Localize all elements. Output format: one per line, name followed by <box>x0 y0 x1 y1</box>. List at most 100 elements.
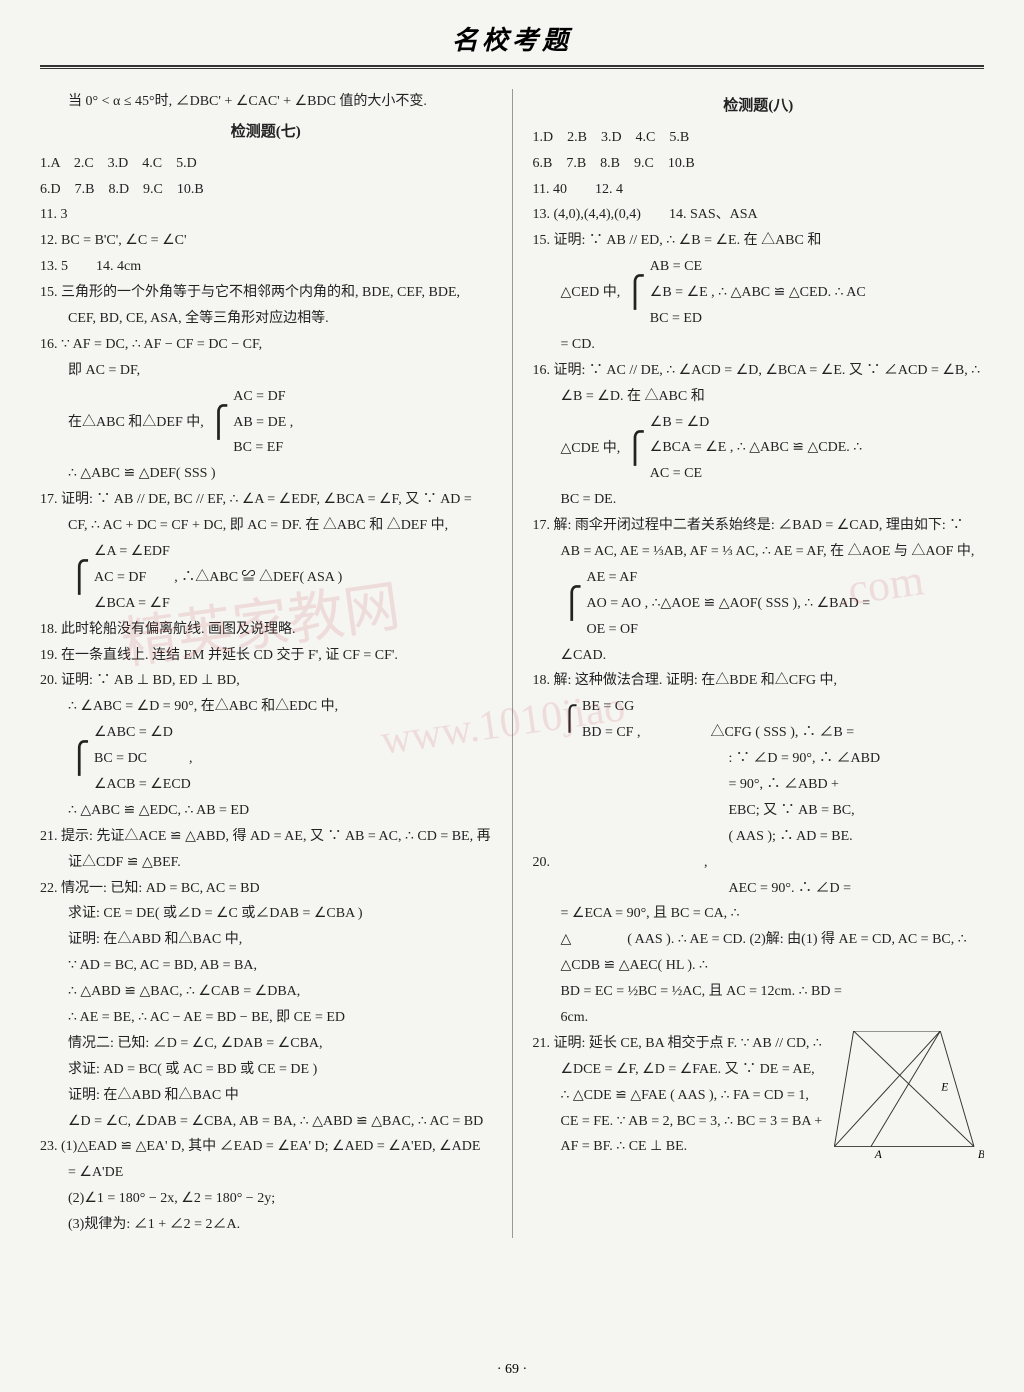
q15-b-text: △CED 中, <box>561 285 621 300</box>
q16-b-text: △CDE 中, <box>561 441 621 456</box>
q21: 21. 提示: 先证△ACE ≌ △ABD, 得 AD = AE, 又 ∵ AB… <box>40 824 492 876</box>
q15: 15. 三角形的一个外角等于与它不相邻两个内角的和, BDE, CEF, BDE… <box>40 280 492 332</box>
q21-a-text: 21. 证明: 延长 CE, BA 相交于点 F. ∵ AB // CD, ∴ … <box>533 1036 823 1155</box>
q20-d: △ ( AAS ). ∴ AE = CD. (2)解: 由(1) 得 AE = … <box>533 927 985 979</box>
q20-a: 20. , <box>533 850 985 876</box>
q20-e: BD = EC = ½BC = ½AC, 且 AC = 12cm. ∴ BD = <box>533 979 985 1005</box>
q17: 17. 证明: ∵ AB // DE, BC // EF, ∴ ∠A = ∠ED… <box>40 487 492 539</box>
q18-a: 18. 解: 这种做法合理. 证明: 在△BDE 和△CFG 中, <box>533 668 985 694</box>
q20-brace: ⎧ ∠ABC = ∠D BC = DC , ∠ACB = ∠ECD <box>40 720 492 798</box>
q22-g: 情况二: 已知: ∠D = ∠C, ∠DAB = ∠CBA, <box>40 1031 492 1057</box>
q16-br-1: AB = DE , <box>233 410 293 436</box>
answers-1-5: 1.D 2.B 3.D 4.C 5.B <box>533 125 985 151</box>
q22-c: 证明: 在△ABD 和△BAC 中, <box>40 927 492 953</box>
q20-a: 20. 证明: ∵ AB ⊥ BD, ED ⊥ BD, <box>40 668 492 694</box>
q23-a: 23. (1)△EAD ≌ △EA' D, 其中 ∠EAD = ∠EA' D; … <box>40 1134 492 1186</box>
q17-br-2: ∠BCA = ∠F <box>94 591 342 617</box>
q20-b: AEC = 90°. ∴ ∠D = <box>533 876 985 902</box>
q22-f: ∴ AE = BE, ∴ AC − AE = BD − BE, 即 CE = E… <box>40 1005 492 1031</box>
q18-d: EBC; 又 ∵ AB = BC, <box>533 798 985 824</box>
brace-icon: ⎧ <box>624 276 647 309</box>
brace-icon: ⎧ <box>207 406 230 439</box>
q13-q14: 13. 5 14. 4cm <box>40 254 492 280</box>
brace-icon: ⎧ <box>561 707 579 733</box>
q22-e: ∴ △ABD ≌ △BAC, ∴ ∠CAB = ∠DBA, <box>40 979 492 1005</box>
q16-a: 16. 证明: ∵ AC // DE, ∴ ∠ACD = ∠D, ∠BCA = … <box>533 358 985 410</box>
section-title-7: 检测题(七) <box>40 119 492 147</box>
q17-br-2: OE = OF <box>587 617 871 643</box>
q15-c: = CD. <box>533 332 985 358</box>
svg-text:A: A <box>874 1149 883 1161</box>
q18-b: : ∵ ∠D = 90°, ∴ ∠ABD <box>533 746 985 772</box>
q11: 11. 3 <box>40 202 492 228</box>
answers-6-10: 6.D 7.B 8.D 9.C 10.B <box>40 177 492 203</box>
content-columns: 当 0° < α ≤ 45°时, ∠DBC' + ∠CAC' + ∠BDC 值的… <box>40 89 984 1238</box>
q15-br-1: ∠B = ∠E , ∴ △ABC ≌ △CED. ∴ AC <box>650 280 866 306</box>
brace-icon: ⎧ <box>624 432 647 465</box>
q17-br-1: AO = AO , ∴△AOE ≌ △AOF( SSS ), ∴ ∠BAD = <box>587 591 871 617</box>
q17-br-0: ∠A = ∠EDF <box>94 539 342 565</box>
column-divider <box>512 89 513 1238</box>
brace-icon: ⎧ <box>68 742 91 775</box>
q17-a: 17. 解: 雨伞开闭过程中二者关系始终是: ∠BAD = ∠CAD, 理由如下… <box>533 513 985 565</box>
geometry-diagram: DCEFAB <box>834 1031 984 1161</box>
answers-1-5: 1.A 2.C 3.D 4.C 5.D <box>40 151 492 177</box>
q16-br-2: BC = EF <box>233 435 293 461</box>
brace-icon: ⎧ <box>561 587 584 620</box>
q16-d: ∴ △ABC ≌ △DEF( SSS ) <box>40 461 492 487</box>
q15-brace: △CED 中, ⎧ AB = CE ∠B = ∠E , ∴ △ABC ≌ △CE… <box>533 254 985 332</box>
q18-br-1: BD = CF , △CFG ( SSS ), ∴ ∠B = <box>582 720 854 746</box>
section-title-8: 检测题(八) <box>533 93 985 121</box>
q16-br-0: ∠B = ∠D <box>650 410 862 436</box>
brace-icon: ⎧ <box>68 561 91 594</box>
q16-c: BC = DE. <box>533 487 985 513</box>
q20-br-0: ∠ABC = ∠D <box>94 720 193 746</box>
q16-a: 16. ∵ AF = DC, ∴ AF − CF = DC − CF, <box>40 332 492 358</box>
q20-b: ∴ ∠ABC = ∠D = 90°, 在△ABC 和△EDC 中, <box>40 694 492 720</box>
q17-brace: ⎧ AE = AF AO = AO , ∴△AOE ≌ △AOF( SSS ),… <box>533 565 985 643</box>
q18-e: ( AAS ); ∴ AD = BE. <box>533 824 985 850</box>
header-rule <box>40 65 984 69</box>
q22-a: 22. 情况一: 已知: AD = BC, AC = BD <box>40 876 492 902</box>
intro-text: 当 0° < α ≤ 45°时, ∠DBC' + ∠CAC' + ∠BDC 值的… <box>40 89 492 115</box>
q15-br-2: BC = ED <box>650 306 866 332</box>
q16-br-2: AC = CE <box>650 461 862 487</box>
q22-i: 证明: 在△ABD 和△BAC 中 <box>40 1083 492 1109</box>
q16-c-text: 在△ABC 和△DEF 中, <box>68 415 204 430</box>
q17-br-0: AE = AF <box>587 565 871 591</box>
q17-b: ∠CAD. <box>533 643 985 669</box>
q20-c: = ∠ECA = 90°, 且 BC = CA, ∴ <box>533 901 985 927</box>
q17-br-1: AC = DF , ∴△ABC ≌ △DEF( ASA ) <box>94 565 342 591</box>
page-header: 名校考题 <box>40 20 984 57</box>
q18-c: = 90°, ∴ ∠ABD + <box>533 772 985 798</box>
svg-text:E: E <box>940 1082 948 1094</box>
left-column: 当 0° < α ≤ 45°时, ∠DBC' + ∠CAC' + ∠BDC 值的… <box>40 89 492 1238</box>
q23-c: (3)规律为: ∠1 + ∠2 = 2∠A. <box>40 1212 492 1238</box>
q22-h: 求证: AD = BC( 或 AC = BD 或 CE = DE ) <box>40 1057 492 1083</box>
q16-br-1: ∠BCA = ∠E , ∴ △ABC ≌ △CDE. ∴ <box>650 435 862 461</box>
q20-br-2: ∠ACB = ∠ECD <box>94 772 193 798</box>
q15-a: 15. 证明: ∵ AB // ED, ∴ ∠B = ∠E. 在 △ABC 和 <box>533 228 985 254</box>
svg-text:B: B <box>978 1149 984 1161</box>
q13-q14: 13. (4,0),(4,4),(0,4) 14. SAS、ASA <box>533 202 985 228</box>
page-number: · 69 · <box>0 1362 1024 1378</box>
q12: 12. BC = B'C', ∠C = ∠C' <box>40 228 492 254</box>
q22-b: 求证: CE = DE( 或∠D = ∠C 或∠DAB = ∠CBA ) <box>40 901 492 927</box>
q18-br-0: BE = CG <box>582 694 854 720</box>
q16-br-0: AC = DF <box>233 384 293 410</box>
q20-br-1: BC = DC , <box>94 746 193 772</box>
q11-q12: 11. 40 12. 4 <box>533 177 985 203</box>
q21-a: DCEFAB 21. 证明: 延长 CE, BA 相交于点 F. ∵ AB //… <box>533 1031 985 1160</box>
q17-brace: ⎧ ∠A = ∠EDF AC = DF , ∴△ABC ≌ △DEF( ASA … <box>40 539 492 617</box>
q16-brace: △CDE 中, ⎧ ∠B = ∠D ∠BCA = ∠E , ∴ △ABC ≌ △… <box>533 410 985 488</box>
q22-j: ∠D = ∠C, ∠DAB = ∠CBA, AB = BA, ∴ △ABD ≌ … <box>40 1109 492 1135</box>
q22-d: ∵ AD = BC, AC = BD, AB = BA, <box>40 953 492 979</box>
q16-b: 即 AC = DF, <box>40 358 492 384</box>
q20-c: ∴ △ABC ≌ △EDC, ∴ AB = ED <box>40 798 492 824</box>
q18: 18. 此时轮船没有偏离航线. 画图及说理略. <box>40 617 492 643</box>
q19: 19. 在一条直线上. 连结 EM 并延长 CD 交于 F', 证 CF = C… <box>40 643 492 669</box>
answers-6-10: 6.B 7.B 8.B 9.C 10.B <box>533 151 985 177</box>
q16-c: 在△ABC 和△DEF 中, ⎧ AC = DF AB = DE , BC = … <box>40 384 492 462</box>
q23-b: (2)∠1 = 180° − 2x, ∠2 = 180° − 2y; <box>40 1186 492 1212</box>
q18-brace: ⎧ BE = CG BD = CF , △CFG ( SSS ), ∴ ∠B = <box>533 694 985 746</box>
